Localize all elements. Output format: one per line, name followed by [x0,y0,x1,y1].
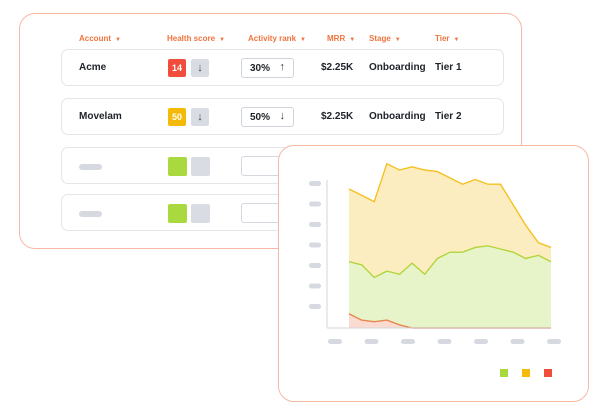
y-tick-label-placeholder [309,201,321,207]
caret-down-icon: ▼ [453,37,460,43]
arrow-down-icon: ↓ [279,110,286,122]
account-name: Movelam [79,111,122,122]
activity-rank-value: 30% [250,63,271,74]
placeholder-bar [79,211,102,217]
placeholder-arrow [191,204,210,223]
arrow-down-icon: ↓ [191,108,209,126]
table-row-acme[interactable]: Acme 14 ↓ 30% ↑ $2.25K Onboarding Tier 1 [61,49,504,86]
x-tick-label-placeholder [510,339,525,344]
column-header-tier[interactable]: Tier ▼ [435,34,460,43]
y-tick-label-placeholder [309,304,321,309]
x-tick-label-placeholder [437,339,452,344]
x-tick-label-placeholder [401,339,415,344]
activity-rank-field[interactable]: 50% ↓ [241,107,294,127]
placeholder-score [168,204,187,223]
placeholder-score [168,157,187,176]
x-tick-label-placeholder [474,339,488,344]
y-tick-label-placeholder [309,181,321,186]
line-series-yellow [348,162,552,249]
area-series-green [349,245,551,328]
placeholder-arrow [191,157,210,176]
column-header-stage[interactable]: Stage ▼ [369,34,401,43]
column-header-account[interactable]: Account ▼ [79,34,121,43]
stage-value: Onboarding [369,62,426,73]
caret-down-icon: ▼ [115,37,121,43]
y-tick-label-placeholder [309,283,321,289]
column-header-health-score[interactable]: Health score ▼ [167,34,225,43]
y-tick-label-placeholder [309,222,321,227]
account-name: Acme [79,62,107,73]
area-series-red [349,313,551,328]
arrow-down-icon: ↓ [191,59,209,77]
activity-rank-field[interactable]: 30% ↑ [241,58,294,78]
activity-rank-value: 50% [250,112,271,123]
area-chart-card [278,145,589,402]
x-tick-label-placeholder [364,339,379,344]
area-series-yellow [349,163,551,278]
caret-down-icon: ▼ [349,37,356,43]
legend-swatch [500,369,508,377]
tier-value: Tier 2 [435,111,462,122]
health-score-badge: 50 [168,108,186,126]
x-tick-label-placeholder [328,339,342,344]
tier-value: Tier 1 [435,62,462,73]
caret-down-icon: ▼ [219,37,225,43]
stage-value: Onboarding [369,111,426,122]
mrr-value: $2.25K [321,111,354,122]
x-tick-label-placeholder [547,339,561,344]
line-series-green [348,245,552,279]
legend-swatch [544,369,552,377]
caret-down-icon: ▼ [394,37,401,43]
table-row-movelam[interactable]: Movelam 50 ↓ 50% ↓ $2.25K Onboarding Tie… [61,98,504,135]
mrr-value: $2.25K [321,62,354,73]
y-tick-label-placeholder [309,242,321,248]
legend-swatch [522,369,530,377]
caret-down-icon: ▼ [300,37,306,43]
arrow-up-icon: ↑ [279,61,286,73]
y-tick-label-placeholder [309,263,321,268]
stacked-area-chart [309,162,561,377]
health-score-badge: 14 [168,59,186,77]
column-header-activity-rank[interactable]: Activity rank ▼ [248,34,306,43]
placeholder-bar [79,164,102,170]
column-header-mrr[interactable]: MRR ▼ [327,34,356,43]
